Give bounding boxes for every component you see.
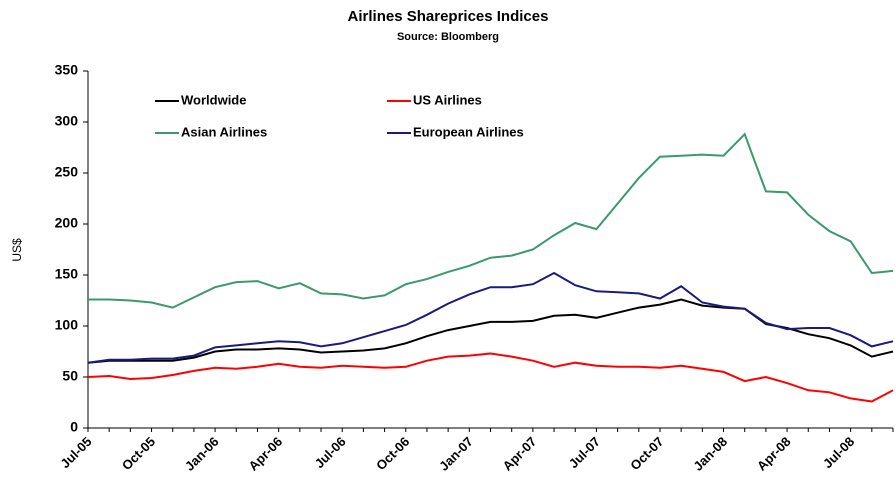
x-tick-label: Jan-08 (690, 434, 730, 474)
y-tick-label: 100 (55, 317, 79, 333)
y-tick-label: 200 (55, 215, 79, 231)
y-tick-label: 50 (62, 368, 78, 384)
legend-label: European Airlines (413, 124, 524, 139)
y-tick-label: 300 (55, 113, 79, 129)
x-tick-label: Oct-06 (373, 434, 412, 473)
x-tick-label: Jul-07 (566, 434, 603, 471)
legend-label: Asian Airlines (181, 124, 267, 139)
chart-subtitle: Source: Bloomberg (397, 31, 499, 43)
series-line (87, 271, 894, 364)
x-tick-label: Jul-05 (57, 434, 94, 471)
series-line (87, 352, 894, 403)
y-tick-label: 0 (70, 419, 78, 435)
x-tick-label: Oct-05 (119, 434, 158, 473)
x-tick-label: Apr-06 (245, 434, 285, 474)
x-tick-label: Jan-06 (182, 434, 222, 474)
x-tick-label: Jul-06 (312, 434, 349, 471)
x-tick-label: Jan-07 (436, 434, 476, 474)
y-tick-label: 150 (55, 266, 79, 282)
x-tick-label: Apr-07 (500, 434, 540, 474)
x-tick-label: Apr-08 (754, 434, 794, 474)
series-line (88, 132, 894, 309)
y-tick-label: 250 (55, 164, 79, 180)
legend-label: US Airlines (413, 92, 482, 107)
y-axis-label: US$ (10, 238, 24, 262)
chart-title: Airlines Shareprices Indices (348, 8, 549, 25)
x-tick-label: Oct-07 (627, 434, 666, 473)
y-tick-label: 350 (55, 62, 79, 78)
legend-label: Worldwide (181, 92, 246, 107)
x-tick-label: Jul-08 (820, 434, 857, 471)
